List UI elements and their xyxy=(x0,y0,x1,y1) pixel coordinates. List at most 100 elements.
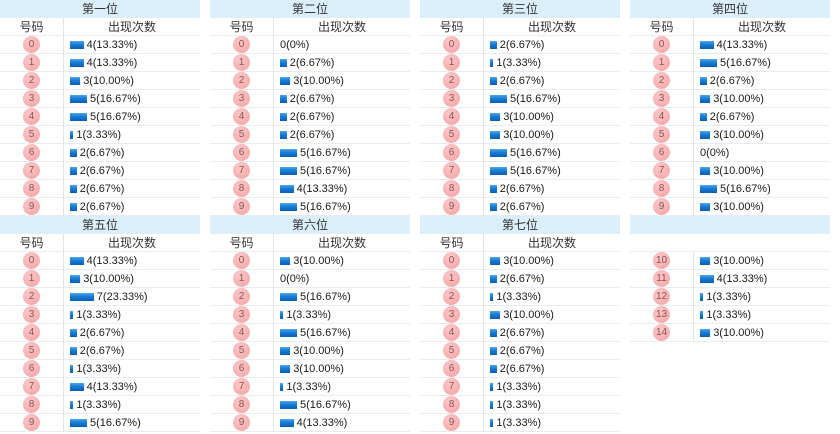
count-cell: 2(6.67%) xyxy=(484,36,620,53)
column-header-row: 号码 出现次数 xyxy=(210,18,410,36)
count-cell: 7(23.33%) xyxy=(64,288,200,305)
number-cell: 3 xyxy=(210,306,274,323)
number-cell: 1 xyxy=(0,54,64,71)
number-cell: 2 xyxy=(0,72,64,89)
count-cell: 3(10.00%) xyxy=(274,342,410,359)
count-cell: 2(6.67%) xyxy=(694,108,830,125)
table-row: 4 2(6.67%) xyxy=(0,324,200,342)
table-row: 10 3(10.00%) xyxy=(630,252,830,270)
table-row: 3 5(16.67%) xyxy=(0,90,200,108)
frequency-bar xyxy=(490,346,497,355)
frequency-label: 2(6.67%) xyxy=(289,56,335,69)
number-badge: 1 xyxy=(443,54,460,71)
table-row: 9 2(6.67%) xyxy=(420,198,620,216)
column-header-row: 号码 出现次数 xyxy=(630,18,830,36)
count-cell: 2(6.67%) xyxy=(64,162,200,179)
count-cell: 3(10.00%) xyxy=(64,72,200,89)
count-cell: 4(13.33%) xyxy=(64,36,200,53)
table-row: 0 2(6.67%) xyxy=(420,36,620,54)
frequency-table-card: 第七位 号码 出现次数 0 3(10.00%) 1 2(6.67%) 2 1(3.33%) 3 3(… xyxy=(420,216,620,432)
frequency-bar xyxy=(700,112,707,121)
frequency-bar xyxy=(490,328,497,337)
frequency-label: 1(3.33%) xyxy=(496,398,542,411)
table-row: 9 3(10.00%) xyxy=(630,198,830,216)
number-cell: 2 xyxy=(210,72,274,89)
table-row: 4 3(10.00%) xyxy=(420,108,620,126)
number-badge: 9 xyxy=(233,414,250,431)
table-row: 3 2(6.67%) xyxy=(210,90,410,108)
number-badge: 1 xyxy=(233,270,250,287)
count-cell: 2(6.67%) xyxy=(484,360,620,377)
frequency-bar xyxy=(280,148,297,157)
number-badge: 4 xyxy=(233,108,250,125)
count-cell: 5(16.67%) xyxy=(694,54,830,71)
frequency-bar xyxy=(700,328,711,337)
frequency-bar xyxy=(490,202,497,211)
count-cell: 2(6.67%) xyxy=(484,198,620,215)
column-header-row: 号码 出现次数 xyxy=(420,18,620,36)
frequency-label: 4(13.33%) xyxy=(86,38,138,51)
frequency-label: 2(6.67%) xyxy=(499,38,545,51)
frequency-label: 3(10.00%) xyxy=(293,344,344,357)
frequency-label: 5(16.67%) xyxy=(300,164,351,177)
number-badge: 7 xyxy=(653,162,670,179)
frequency-label: 5(16.67%) xyxy=(90,92,141,105)
number-badge: 1 xyxy=(443,270,460,287)
count-cell: 5(16.67%) xyxy=(274,324,410,341)
number-badge: 6 xyxy=(233,360,250,377)
count-cell: 2(6.67%) xyxy=(64,324,200,341)
number-badge: 0 xyxy=(233,252,250,269)
number-cell: 1 xyxy=(630,54,694,71)
number-badge: 3 xyxy=(233,90,250,107)
frequency-table-card: 第四位 号码 出现次数 0 4(13.33%) 1 5(16.67%) 2 2(6.67%) 3 3… xyxy=(630,0,830,216)
number-badge: 3 xyxy=(23,306,40,323)
table-row: 2 3(10.00%) xyxy=(0,72,200,90)
count-cell: 5(16.67%) xyxy=(274,162,410,179)
frequency-bar xyxy=(70,382,84,391)
number-cell: 12 xyxy=(630,288,694,305)
number-badge: 2 xyxy=(23,288,40,305)
count-cell: 4(13.33%) xyxy=(64,378,200,395)
frequency-bar xyxy=(70,202,77,211)
table-row: 6 1(3.33%) xyxy=(0,360,200,378)
frequency-bar xyxy=(280,76,291,85)
table-row: 8 5(16.67%) xyxy=(630,180,830,198)
count-cell: 3(10.00%) xyxy=(694,198,830,215)
frequency-label: 5(16.67%) xyxy=(300,326,351,339)
count-cell: 4(13.33%) xyxy=(64,252,200,269)
table-row: 4 2(6.67%) xyxy=(630,108,830,126)
number-cell: 8 xyxy=(210,396,274,413)
frequency-label: 2(6.67%) xyxy=(79,344,125,357)
column-header-number: 号码 xyxy=(0,234,64,251)
frequency-bar xyxy=(70,76,81,85)
frequency-label: 3(10.00%) xyxy=(503,110,554,123)
table-row: 6 0(0%) xyxy=(630,144,830,162)
table-row: 9 5(16.67%) xyxy=(0,414,200,432)
frequency-table-card: 第五位 号码 出现次数 0 4(13.33%) 1 3(10.00%) 2 7(23.33%) 3… xyxy=(0,216,200,432)
count-cell: 5(16.67%) xyxy=(274,396,410,413)
number-badge: 3 xyxy=(653,90,670,107)
table-row: 1 5(16.67%) xyxy=(630,54,830,72)
frequency-bar xyxy=(700,40,714,49)
number-badge: 2 xyxy=(443,288,460,305)
column-header-count: 出现次数 xyxy=(107,236,156,250)
frequency-label: 1(3.33%) xyxy=(76,128,122,141)
number-cell: 1 xyxy=(420,54,484,71)
table-row: 7 5(16.67%) xyxy=(210,162,410,180)
frequency-bar xyxy=(280,166,297,175)
number-badge: 0 xyxy=(443,252,460,269)
table-row: 7 1(3.33%) xyxy=(420,378,620,396)
number-cell: 4 xyxy=(210,108,274,125)
frequency-bar xyxy=(490,58,494,67)
count-cell: 4(13.33%) xyxy=(694,36,830,53)
table-row: 2 7(23.33%) xyxy=(0,288,200,306)
frequency-bar xyxy=(490,400,494,409)
count-cell: 2(6.67%) xyxy=(274,90,410,107)
count-cell: 2(6.67%) xyxy=(64,342,200,359)
number-badge: 9 xyxy=(23,414,40,431)
table-row: 1 3(10.00%) xyxy=(0,270,200,288)
frequency-bar xyxy=(490,418,494,427)
number-cell: 4 xyxy=(420,108,484,125)
table-row: 14 3(10.00%) xyxy=(630,324,830,342)
number-cell: 1 xyxy=(210,270,274,287)
